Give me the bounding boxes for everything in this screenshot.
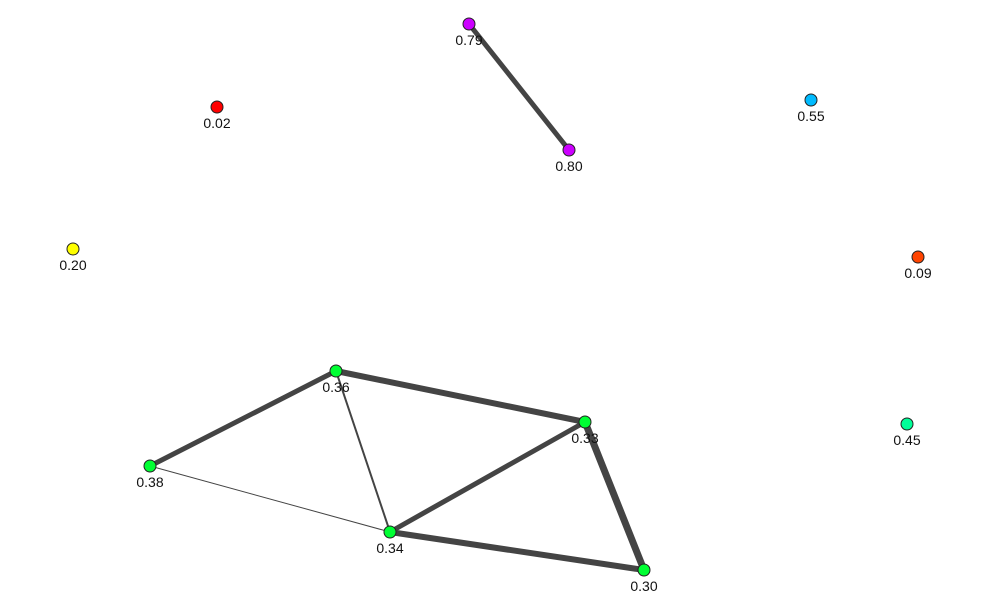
edge-n038-n034 <box>149 465 391 533</box>
node-marker <box>210 100 224 114</box>
node-label: 0.55 <box>797 108 824 124</box>
node-label: 0.20 <box>59 257 86 273</box>
node-n009: 0.09 <box>904 250 932 281</box>
edge-n079-n080 <box>466 21 572 153</box>
node-label: 0.38 <box>136 474 163 490</box>
nodes-layer: 0.79 0.80 0.02 0.55 0.20 0.09 0.36 0.33 0.45 0.38… <box>59 17 932 594</box>
node-n036: 0.36 <box>322 364 350 395</box>
node-label: 0.33 <box>571 430 598 446</box>
edge-n033-n030 <box>581 418 648 574</box>
node-marker <box>911 250 925 264</box>
node-n045: 0.45 <box>893 417 921 448</box>
node-label: 0.34 <box>376 540 403 556</box>
node-label: 0.36 <box>322 379 349 395</box>
edge-n034-n033 <box>387 419 588 535</box>
node-n038: 0.38 <box>136 459 164 490</box>
node-label: 0.30 <box>630 578 657 594</box>
node-marker <box>143 459 157 473</box>
node-n030: 0.30 <box>630 563 658 594</box>
node-n020: 0.20 <box>59 242 87 273</box>
node-marker <box>562 143 576 157</box>
node-n034: 0.34 <box>376 525 404 556</box>
node-label: 0.45 <box>893 432 920 448</box>
node-marker <box>637 563 651 577</box>
node-n055: 0.55 <box>797 93 825 124</box>
node-marker <box>329 364 343 378</box>
node-marker <box>383 525 397 539</box>
node-marker <box>578 415 592 429</box>
node-marker <box>900 417 914 431</box>
node-label: 0.02 <box>203 115 230 131</box>
edge-n034-n030 <box>387 529 647 573</box>
node-n002: 0.02 <box>203 100 231 131</box>
node-label: 0.09 <box>904 265 931 281</box>
node-marker <box>462 17 476 31</box>
edges-layer <box>147 21 648 574</box>
node-n079: 0.79 <box>455 17 483 48</box>
edge-n036-n033 <box>333 368 588 425</box>
node-label: 0.79 <box>455 32 482 48</box>
node-marker <box>66 242 80 256</box>
node-n033: 0.33 <box>571 415 599 446</box>
node-n080: 0.80 <box>555 143 583 174</box>
edge-n036-n034 <box>335 370 391 533</box>
edge-n038-n036 <box>147 368 339 469</box>
node-label: 0.80 <box>555 158 582 174</box>
node-marker <box>804 93 818 107</box>
